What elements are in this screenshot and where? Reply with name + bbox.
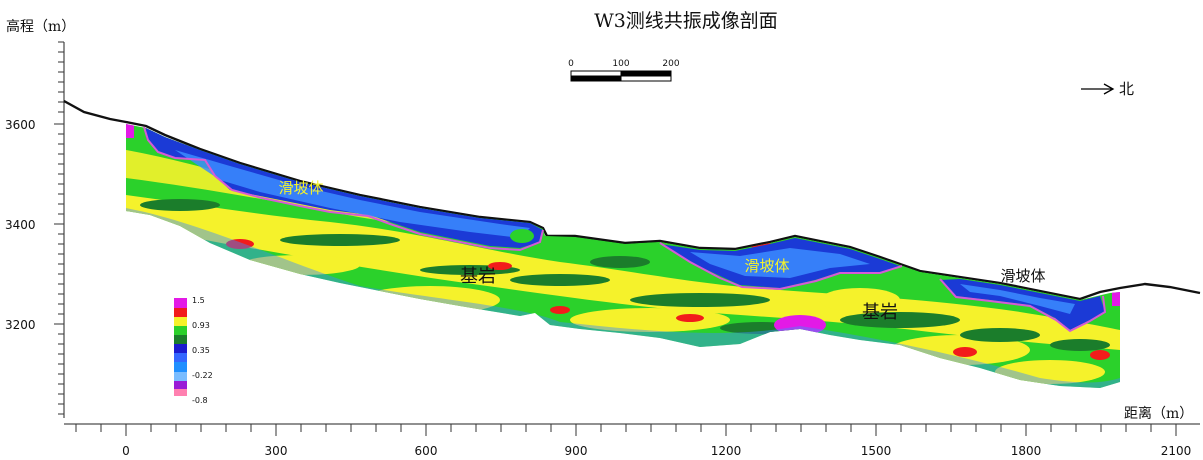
landslide-boundary-2 [659, 242, 903, 291]
landslide-label: 滑坡体 [744, 257, 789, 275]
y-tick-label: 3200 [5, 318, 36, 332]
chart-title: W3测线共振成像剖面 [594, 10, 778, 32]
legend-label: 0.93 [192, 321, 210, 330]
landslide-boundary-3 [939, 278, 1107, 333]
y-axis: 高程（m） 3600 3400 3200 [5, 18, 75, 418]
landslide-boundary-1 [143, 126, 544, 252]
scale-bar: 0 100 200 [568, 59, 680, 82]
y-axis-label: 高程（m） [6, 18, 75, 35]
color-legend: 1.5 0.93 0.35 -0.22 -0.8 [174, 296, 213, 405]
x-tick-label: 1200 [711, 444, 742, 458]
bedrock-label: 基岩 [460, 266, 496, 287]
legend-label: -0.8 [192, 396, 208, 405]
x-axis: 距离（m） 0 300 600 900 1200 1500 1800 2100 [64, 405, 1200, 458]
x-tick-label: 2100 [1161, 444, 1192, 458]
north-label: 北 [1119, 80, 1134, 98]
legend-label: -0.22 [192, 371, 213, 380]
bedrock-label: 基岩 [862, 302, 898, 323]
x-axis-label: 距离（m） [1124, 405, 1193, 422]
resistivity-section [126, 124, 1120, 388]
scale-label: 200 [662, 59, 679, 69]
x-tick-label: 300 [265, 444, 288, 458]
legend-label: 1.5 [192, 296, 205, 305]
terrain-surface-line [63, 99, 1201, 301]
scale-label: 100 [612, 59, 629, 69]
north-arrow-icon: 北 [1081, 80, 1134, 98]
x-tick-label: 1500 [861, 444, 892, 458]
x-tick-label: 600 [415, 444, 438, 458]
y-tick-label: 3600 [5, 118, 36, 132]
legend-label: 0.35 [192, 346, 210, 355]
x-tick-label: 1800 [1011, 444, 1042, 458]
scale-label: 0 [568, 59, 574, 69]
landslide-label: 滑坡体 [278, 179, 323, 197]
x-tick-label: 0 [122, 444, 130, 458]
landslide-label: 滑坡体 [1000, 267, 1045, 285]
y-tick-label: 3400 [5, 218, 36, 232]
x-tick-label: 900 [565, 444, 588, 458]
